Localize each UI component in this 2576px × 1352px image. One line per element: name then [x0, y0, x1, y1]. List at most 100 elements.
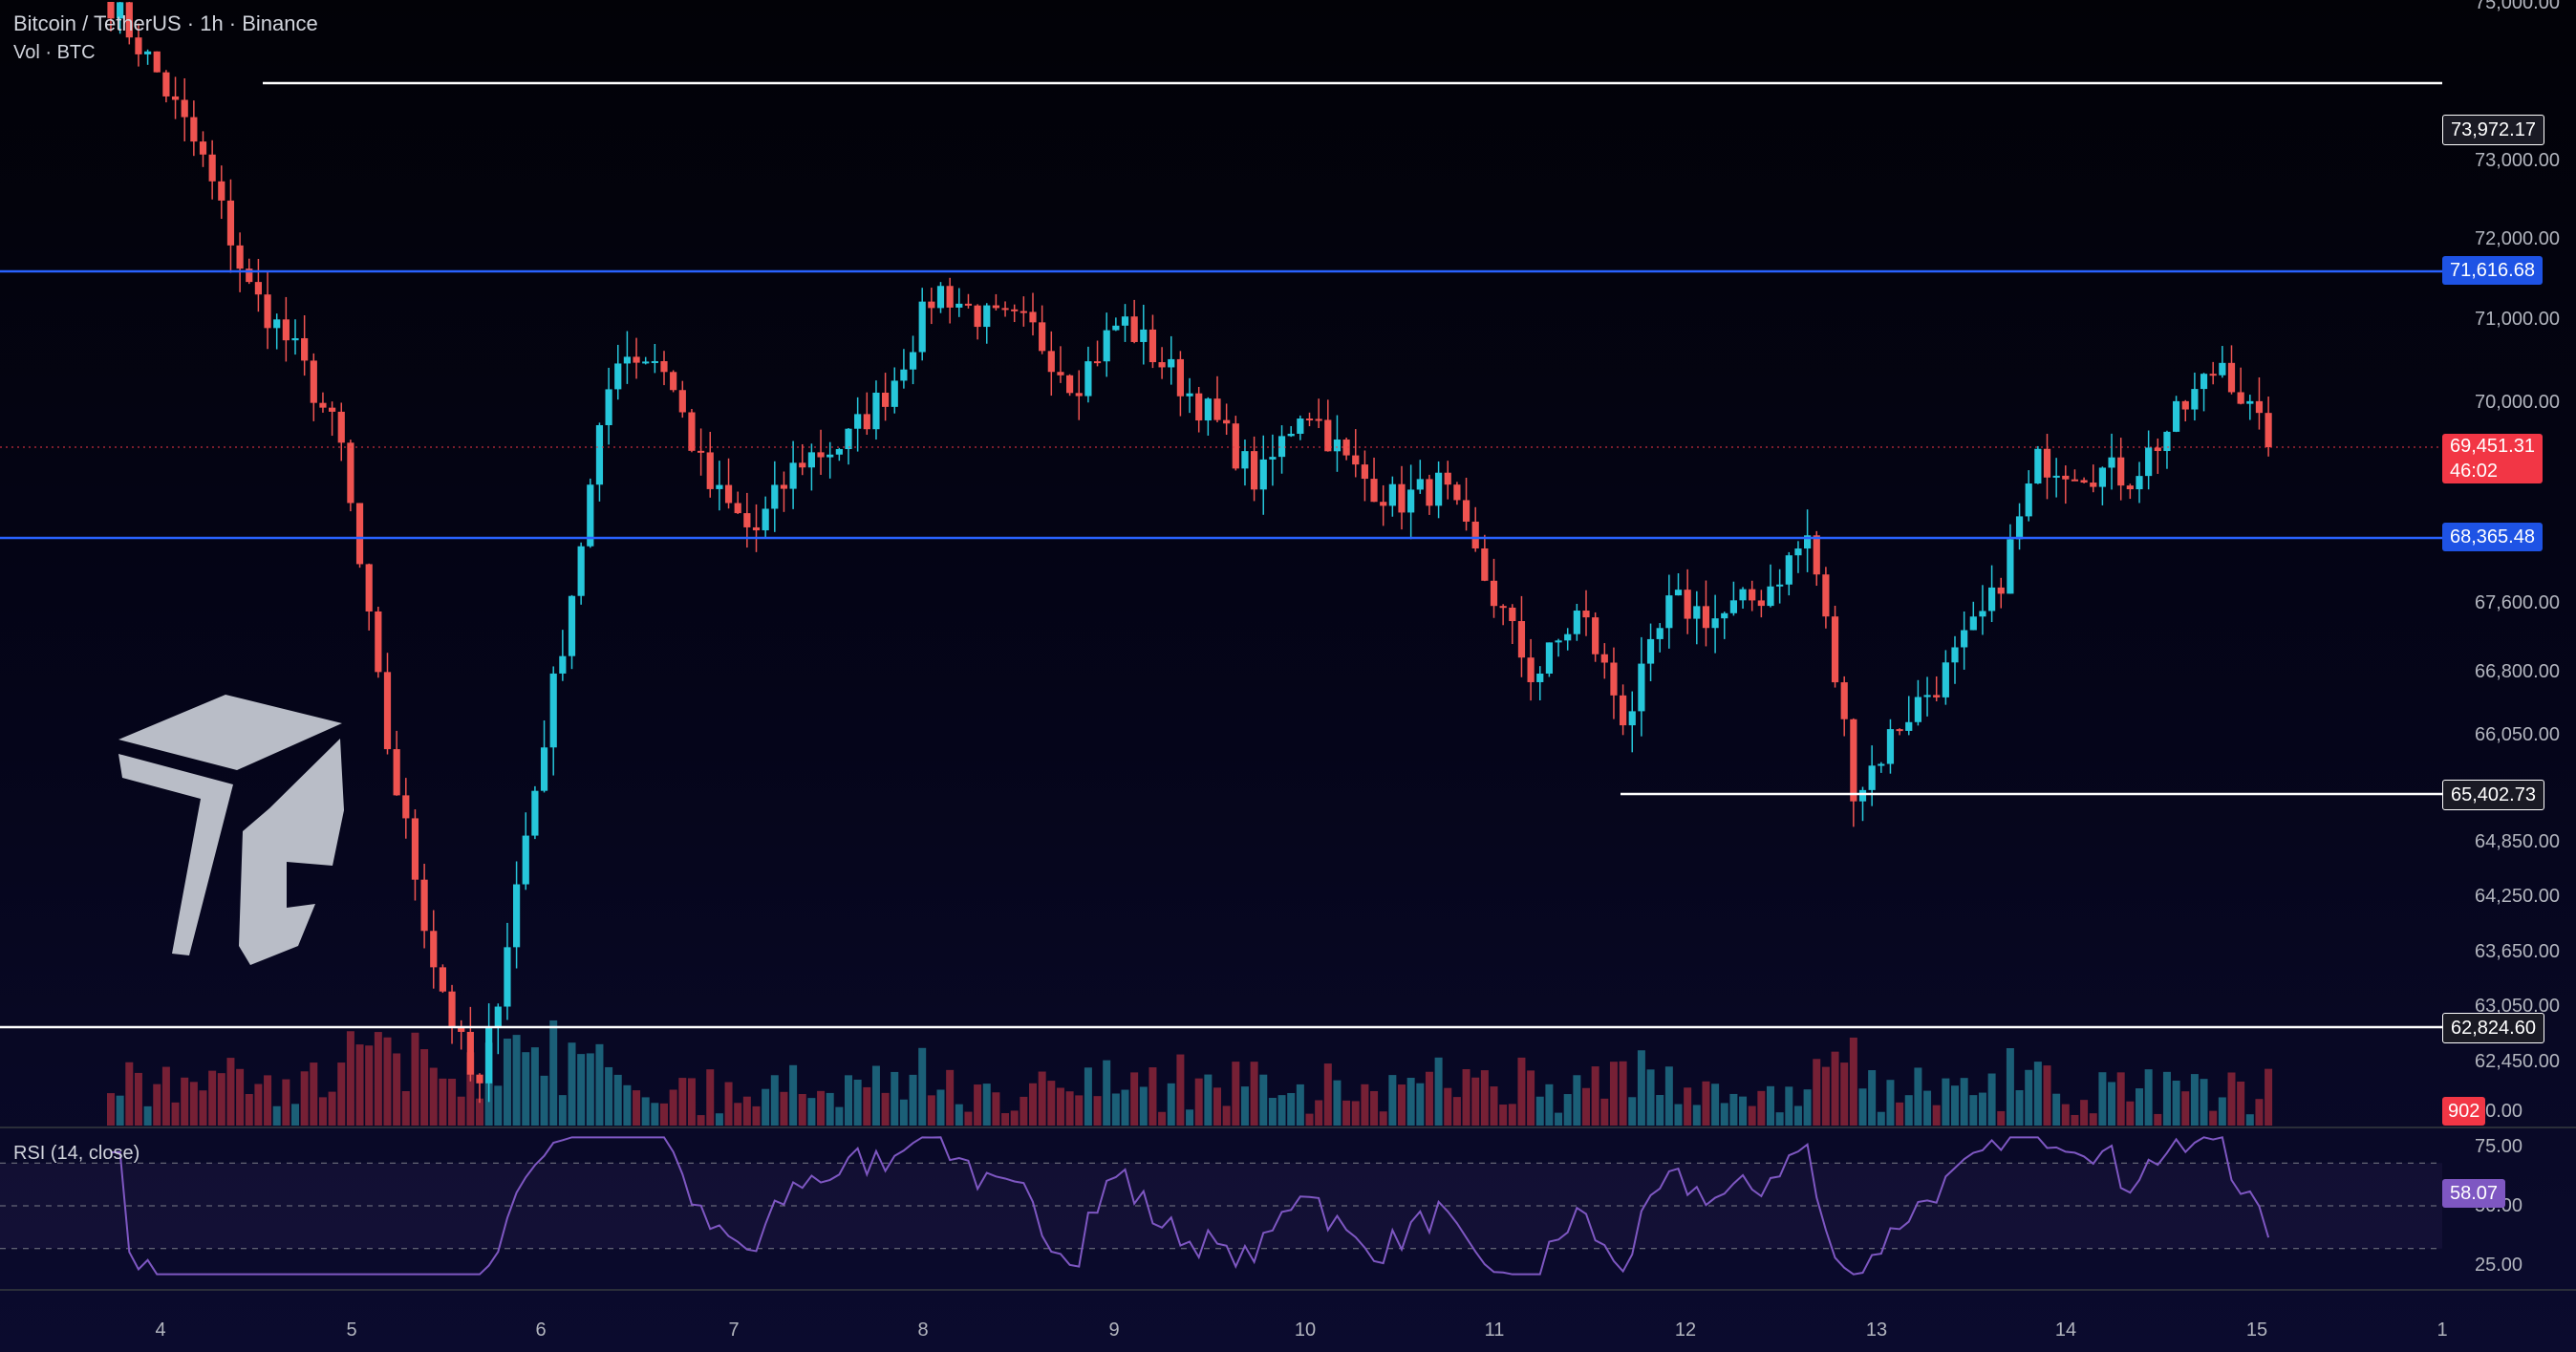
volume-bar	[1886, 1080, 1895, 1126]
volume-bar	[1444, 1087, 1452, 1126]
volume-bar	[1803, 1089, 1812, 1126]
volume-bar	[2218, 1097, 2226, 1126]
volume-bar	[1490, 1086, 1498, 1126]
volume-bar	[660, 1103, 668, 1126]
candle-body	[1204, 398, 1212, 421]
candle-body	[1813, 535, 1820, 575]
candle-body	[1721, 612, 1728, 619]
volume-bar	[2033, 1062, 2042, 1126]
candle-body	[974, 305, 981, 328]
rsi-line	[111, 1136, 2270, 1276]
volume-bar	[826, 1092, 834, 1126]
candle-body	[780, 484, 788, 489]
candle-body	[1749, 589, 1756, 601]
candle-body	[226, 200, 235, 246]
candle-body	[936, 286, 945, 309]
candle-body	[826, 454, 834, 458]
candle-body	[1499, 606, 1507, 609]
candle-body	[1213, 398, 1221, 420]
candle-body	[854, 414, 862, 429]
candle-body	[1600, 654, 1608, 663]
candle-body	[1831, 616, 1839, 683]
candle-body	[900, 369, 908, 381]
volume-bar	[291, 1104, 299, 1126]
candle-body	[218, 181, 225, 201]
volume-bar	[2144, 1069, 2153, 1126]
volume-legend: Vol · BTC	[13, 42, 96, 63]
volume-bar	[633, 1090, 641, 1126]
candle-body	[1453, 484, 1461, 501]
candle-body	[2025, 483, 2032, 517]
volume-bar	[909, 1074, 917, 1126]
volume-bar	[393, 1053, 401, 1126]
candle-body	[1840, 682, 1848, 719]
candle-body	[1969, 616, 1977, 631]
candle-body	[1573, 611, 1580, 634]
candle-body	[2062, 475, 2070, 480]
candle-body	[329, 407, 336, 412]
volume-bar	[181, 1077, 189, 1126]
volume-bar	[1739, 1096, 1748, 1126]
volume-bar	[2006, 1048, 2014, 1126]
volume-bar	[1462, 1068, 1470, 1126]
volume-bar	[161, 1066, 170, 1126]
volume-bar	[780, 1091, 788, 1126]
volume-bar	[2043, 1065, 2051, 1126]
volume-bar	[558, 1095, 567, 1126]
volume-bar	[217, 1073, 225, 1126]
candle-body	[1564, 633, 1572, 641]
volume-bar	[1609, 1062, 1618, 1126]
candle-body	[2227, 362, 2236, 393]
volume-bar	[2181, 1091, 2190, 1126]
rsi-tick-label: 75.00	[2475, 1136, 2522, 1157]
volume-bar	[2136, 1088, 2143, 1126]
candle-body	[1665, 595, 1673, 629]
volume-bar	[817, 1090, 826, 1126]
volume-bar	[1978, 1092, 1986, 1126]
candle-body	[1858, 789, 1867, 802]
candle-body	[1168, 358, 1175, 368]
volume-bar	[992, 1092, 1000, 1126]
time-tick-label: 12	[1675, 1320, 1696, 1341]
volume-bar	[955, 1104, 963, 1126]
candle-body	[162, 72, 170, 97]
candle-body	[928, 301, 935, 309]
candle-body	[891, 380, 898, 407]
volume-bar	[208, 1070, 217, 1126]
volume-bar	[623, 1084, 632, 1126]
volume-bar	[401, 1090, 410, 1126]
price-tick-label: 71,000.00	[2475, 309, 2560, 330]
volume-bar	[494, 1085, 503, 1126]
level-tag-3: 68,365.48	[2442, 523, 2543, 551]
candle-body	[1582, 611, 1590, 618]
candle-body	[605, 389, 612, 425]
candle-body	[1398, 483, 1406, 513]
volume-bar	[300, 1071, 309, 1126]
candle-body	[319, 402, 327, 408]
volume-bar	[2015, 1090, 2024, 1126]
candle-body	[660, 360, 668, 373]
volume-bar	[1259, 1074, 1268, 1126]
volume-bar	[522, 1052, 530, 1126]
candle-body	[1822, 574, 1830, 617]
candle-body	[117, 2, 124, 19]
volume-bar	[1186, 1109, 1194, 1126]
volume-bar	[1987, 1073, 1996, 1126]
candle-body	[540, 747, 548, 791]
candle-body	[494, 1006, 502, 1028]
volume-bar	[1517, 1057, 1526, 1126]
candle-body	[236, 245, 244, 269]
volume-bar	[1674, 1104, 1683, 1126]
candle-body	[1251, 451, 1258, 490]
volume-bar	[1858, 1088, 1867, 1126]
volume-bar	[807, 1098, 816, 1126]
volume-bar	[1471, 1077, 1480, 1126]
volume-bar	[1573, 1075, 1581, 1126]
price-tick-label: 90.00	[2475, 1101, 2522, 1122]
candle-body	[402, 795, 410, 819]
volume-bar	[1591, 1066, 1599, 1126]
volume-bar	[1932, 1105, 1941, 1126]
volume-bar	[1684, 1087, 1692, 1126]
